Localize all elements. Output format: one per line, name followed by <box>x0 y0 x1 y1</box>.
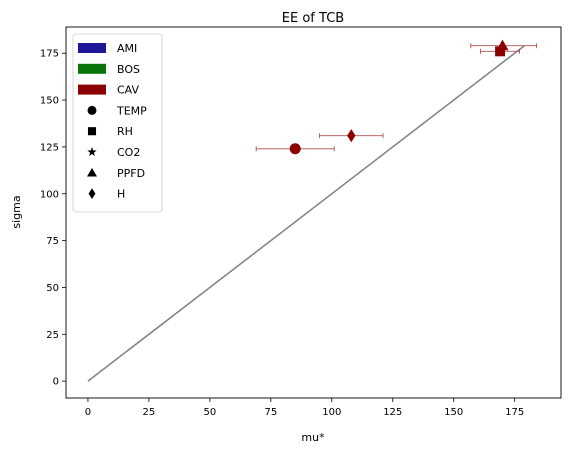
y-tick-label: 75 <box>46 236 59 247</box>
legend-label: AMI <box>117 42 137 55</box>
legend-marker-ppfd <box>87 167 97 177</box>
legend-label: PPFD <box>117 167 145 180</box>
y-tick-label: 175 <box>40 49 59 60</box>
legend-marker-co2 <box>87 147 97 156</box>
y-tick-label: 125 <box>40 142 59 153</box>
legend-swatch-ami <box>78 43 106 53</box>
legend-box <box>72 33 163 213</box>
legend-label: CO2 <box>117 146 140 159</box>
y-tick-label: 0 <box>53 377 59 388</box>
x-axis-label: mu* <box>301 431 325 444</box>
legend-label: TEMP <box>116 104 147 117</box>
y-tick-label: 150 <box>40 96 59 107</box>
data-point-temp <box>289 143 301 155</box>
x-tick-label: 75 <box>264 407 277 418</box>
legend-label: CAV <box>117 84 140 97</box>
y-tick-label: 100 <box>40 189 59 200</box>
legend-label: BOS <box>117 63 140 76</box>
x-tick-label: 25 <box>143 407 156 418</box>
x-tick-label: 125 <box>383 407 402 418</box>
legend-swatch-bos <box>78 63 106 74</box>
data-point-h <box>347 129 356 143</box>
legend-label: RH <box>117 125 133 138</box>
reference-line <box>87 45 525 382</box>
legend-label: H <box>117 188 125 201</box>
legend-swatch-cav <box>78 84 106 95</box>
legend-marker-rh <box>87 127 97 136</box>
chart-title: EE of TCB <box>282 11 344 26</box>
x-tick-label: 150 <box>444 407 463 418</box>
x-tick-label: 0 <box>85 407 91 418</box>
y-tick-label: 50 <box>46 283 59 294</box>
y-tick-label: 25 <box>46 330 59 341</box>
x-tick-label: 100 <box>322 407 341 418</box>
y-axis-label: sigma <box>10 195 23 228</box>
plot-frame <box>65 26 562 399</box>
x-tick-label: 50 <box>203 407 216 418</box>
legend-marker-h <box>88 188 96 199</box>
legend-marker-temp <box>87 105 97 115</box>
data-point-rh <box>495 46 505 57</box>
x-tick-label: 175 <box>505 407 524 418</box>
